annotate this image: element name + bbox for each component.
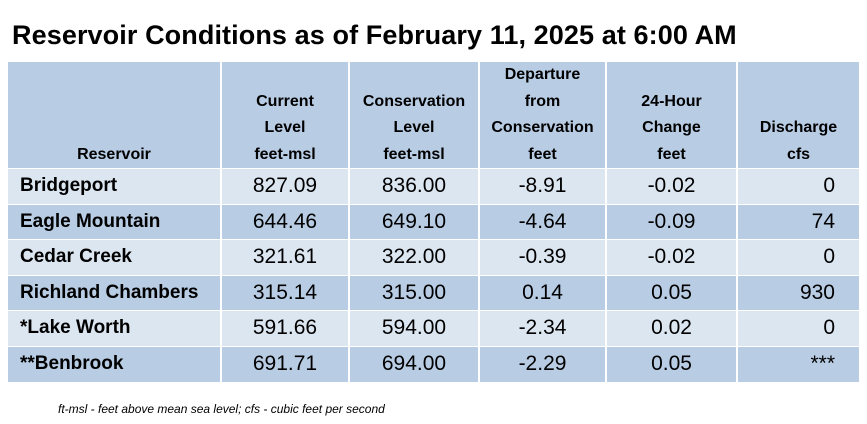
discharge: *** (737, 345, 859, 382)
24hr-change: 0.05 (606, 274, 738, 311)
departure: -2.34 (479, 310, 607, 346)
reservoir-name: Eagle Mountain (8, 203, 222, 240)
24hr-change: -0.02 (606, 239, 738, 275)
page-title: Reservoir Conditions as of February 11, … (12, 20, 737, 50)
conservation-level: 322.00 (349, 239, 480, 275)
conservation-level: 836.00 (349, 168, 480, 204)
current-level: 591.66 (221, 310, 350, 346)
col-header-departure: Departure from Conservation feet (479, 62, 607, 169)
table-row: **Benbrook 691.71 694.00 -2.29 0.05 *** (8, 345, 859, 382)
reservoir-name: Bridgeport (8, 168, 222, 204)
col-header-current-level: Current Level feet-msl (221, 62, 350, 169)
table-row: Richland Chambers 315.14 315.00 0.14 0.0… (8, 274, 859, 311)
departure: -0.39 (479, 239, 607, 275)
departure: 0.14 (479, 274, 607, 311)
conservation-level: 649.10 (349, 203, 480, 240)
discharge: 0 (737, 310, 859, 346)
table-row: Cedar Creek 321.61 322.00 -0.39 -0.02 0 (8, 239, 859, 275)
table-row: Eagle Mountain 644.46 649.10 -4.64 -0.09… (8, 203, 859, 240)
reservoir-name: Cedar Creek (8, 239, 222, 275)
discharge: 930 (737, 274, 859, 311)
reservoir-name: *Lake Worth (8, 310, 222, 346)
reservoir-name: **Benbrook (8, 345, 222, 382)
current-level: 644.46 (221, 203, 350, 240)
24hr-change: 0.02 (606, 310, 738, 346)
current-level: 321.61 (221, 239, 350, 275)
header-row: Reservoir Current Level feet-msl Conserv… (8, 62, 859, 169)
conservation-level: 315.00 (349, 274, 480, 311)
discharge: 74 (737, 203, 859, 240)
24hr-change: -0.09 (606, 203, 738, 240)
current-level: 827.09 (221, 168, 350, 204)
footnote: ft-msl - feet above mean sea level; cfs … (58, 402, 385, 416)
departure: -4.64 (479, 203, 607, 240)
departure: -2.29 (479, 345, 607, 382)
reservoir-name: Richland Chambers (8, 274, 222, 311)
col-header-discharge: Discharge cfs (737, 62, 859, 169)
col-header-conservation-level: Conservation Level feet-msl (349, 62, 480, 169)
24hr-change: 0.05 (606, 345, 738, 382)
departure: -8.91 (479, 168, 607, 204)
table-row: Bridgeport 827.09 836.00 -8.91 -0.02 0 (8, 168, 859, 204)
current-level: 691.71 (221, 345, 350, 382)
col-header-24hr-change: 24-Hour Change feet (606, 62, 738, 169)
conservation-level: 694.00 (349, 345, 480, 382)
24hr-change: -0.02 (606, 168, 738, 204)
discharge: 0 (737, 239, 859, 275)
table-row: *Lake Worth 591.66 594.00 -2.34 0.02 0 (8, 310, 859, 346)
conservation-level: 594.00 (349, 310, 480, 346)
reservoir-table: Reservoir Current Level feet-msl Conserv… (8, 62, 859, 382)
col-header-reservoir: Reservoir (8, 62, 222, 169)
current-level: 315.14 (221, 274, 350, 311)
discharge: 0 (737, 168, 859, 204)
